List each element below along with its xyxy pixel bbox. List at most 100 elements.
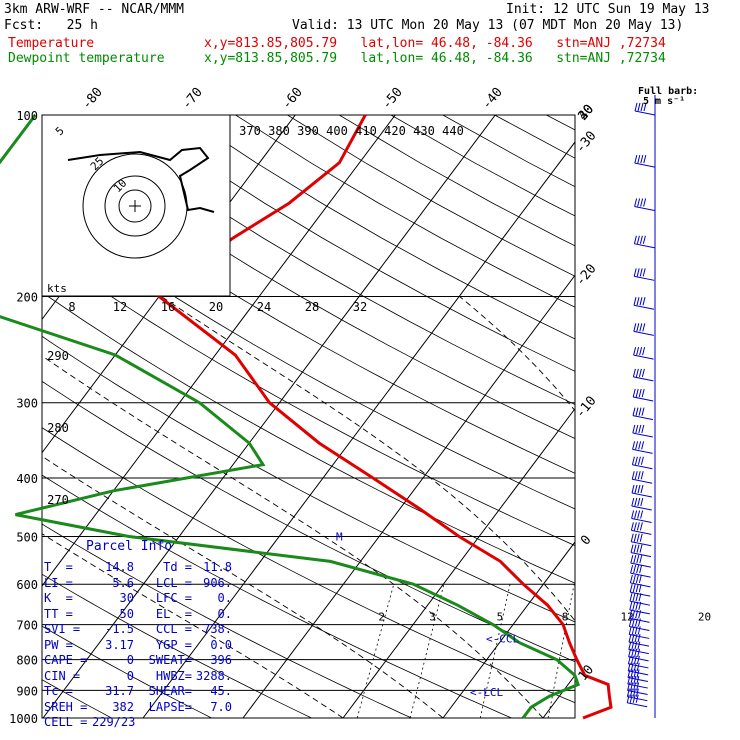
isotherm-line: [142, 141, 575, 718]
wind-barb: [637, 471, 641, 480]
wind-barb: [634, 484, 638, 494]
wind-barb: [641, 441, 645, 450]
parcel-info-row: T = 14.8 Td = 11.8: [44, 560, 234, 576]
wind-barb: [630, 544, 634, 553]
wind-barb: [641, 388, 645, 398]
wind-barb: [630, 554, 634, 564]
init-time: Init: 12 UTC Sun 19 May 13: [506, 2, 710, 17]
wind-barb: [637, 618, 641, 627]
moist-adiabat-line: [161, 296, 575, 622]
hodograph-speed-label: 28: [305, 300, 319, 314]
wind-barb: [639, 533, 643, 542]
wind-barb: [640, 102, 644, 112]
wind-barb: [633, 554, 637, 564]
isotherm-line: [342, 407, 575, 718]
theta-label: 380: [268, 124, 290, 138]
theta-label: 430: [413, 124, 435, 138]
parcel-info-row: LI = 5.6 LCL = 906.: [44, 576, 234, 592]
wind-barb: [634, 206, 655, 211]
parcel-info-cell: SWEAT=: [148, 653, 192, 667]
hodograph-ring: [104, 175, 166, 237]
wind-barb: [634, 471, 638, 480]
parcel-info-cell: LFC =: [155, 591, 192, 605]
wind-barb: [635, 574, 639, 583]
wind-barb: [636, 565, 640, 574]
wind-barb: [640, 471, 644, 480]
pressure-tick-label: 1000: [9, 712, 38, 726]
parcel-info-cell: 50: [119, 606, 134, 621]
parcel-info-cell: CIN =: [44, 668, 81, 683]
wind-barb: [634, 110, 656, 116]
hodograph-ring: [118, 189, 152, 223]
wind-barb: [633, 323, 637, 332]
mixing-ratio-label: 5: [497, 611, 504, 624]
wind-barb: [627, 702, 648, 708]
pressure-tick-label: 200: [16, 291, 38, 305]
theta-label: 400: [326, 124, 348, 138]
wind-barb: [637, 456, 641, 465]
wind-barb: [633, 655, 637, 665]
pressure-tick-label: 100: [16, 109, 38, 123]
wind-barb: [632, 593, 636, 602]
parcel-info-cell: [192, 715, 232, 731]
wind-barb: [642, 235, 646, 244]
parcel-info-row: Tc = 31.7 SHEAR= 45.: [44, 684, 234, 700]
wind-barb: [634, 618, 638, 627]
wind-barb: [632, 407, 636, 416]
wind-barb: [634, 641, 638, 650]
parcel-info-cell: 229/23: [92, 715, 136, 729]
wind-barb: [630, 522, 634, 531]
parcel-info-cell: 5.6: [112, 575, 134, 590]
dry-adiabat-line: [42, 573, 312, 718]
wind-barb: [631, 634, 635, 643]
wind-barb: [632, 574, 636, 583]
wind-barb: [636, 662, 640, 671]
parcel-info-cell: -1.5: [105, 622, 134, 636]
parcel-info-cell: CAPE =: [44, 653, 88, 667]
theta-label: 390: [297, 124, 319, 138]
wind-barb: [626, 688, 630, 697]
wind-barb: [631, 471, 635, 480]
dry-adiabat-line: [42, 165, 575, 474]
wind-barb: [635, 368, 639, 377]
dry-adiabat-line: [42, 523, 412, 718]
parcel-info-row: PW = 3.17 YGP = 0.0: [44, 638, 234, 654]
wind-barb: [635, 388, 639, 398]
wind-barb: [634, 275, 655, 281]
parcel-info-cell: 0: [126, 668, 134, 683]
parcel-info-cell: 14.8: [105, 560, 134, 574]
isotherm-tick-label: -60: [279, 85, 306, 113]
dewpoint-legend-label: Dewpoint temperature: [8, 51, 165, 66]
wind-barb: [627, 682, 631, 691]
wind-barb: [638, 407, 642, 416]
wind-barb: [638, 424, 642, 434]
pressure-tick-label: 600: [16, 578, 38, 592]
isotherm-tick-label: -30: [573, 129, 600, 157]
wind-barb: [634, 456, 638, 465]
parcel-info-cell: CELL =: [44, 715, 88, 729]
wind-barb: [639, 297, 643, 306]
wind-barb: [636, 346, 640, 356]
wind-barb: [643, 102, 647, 112]
pressure-tick-label: 900: [16, 684, 38, 698]
wind-barb: [636, 297, 640, 306]
parcel-info-cell: SVI =: [44, 622, 81, 636]
wind-barb: [633, 304, 655, 310]
wind-barb: [635, 694, 639, 703]
mixing-ratio-label: 12: [621, 611, 634, 624]
parcel-info-row: CELL = 229/23: [44, 715, 234, 731]
wind-barb: [634, 154, 638, 164]
wind-barb: [639, 554, 643, 564]
parcel-info-cell: [134, 715, 192, 731]
wind-barb: [630, 682, 634, 691]
mixing-ratio-label: 8: [562, 611, 569, 624]
wind-legend-line1: Full barb:: [638, 86, 698, 97]
wind-barb: [635, 688, 639, 697]
forecast-hour: Fcst: 25 h: [4, 18, 98, 33]
wind-barb: [635, 407, 639, 416]
wind-barb: [631, 541, 652, 547]
mixing-ratio-line: [409, 584, 445, 718]
wind-barb: [642, 346, 646, 356]
isotherm-tick-label: -40: [479, 85, 506, 113]
